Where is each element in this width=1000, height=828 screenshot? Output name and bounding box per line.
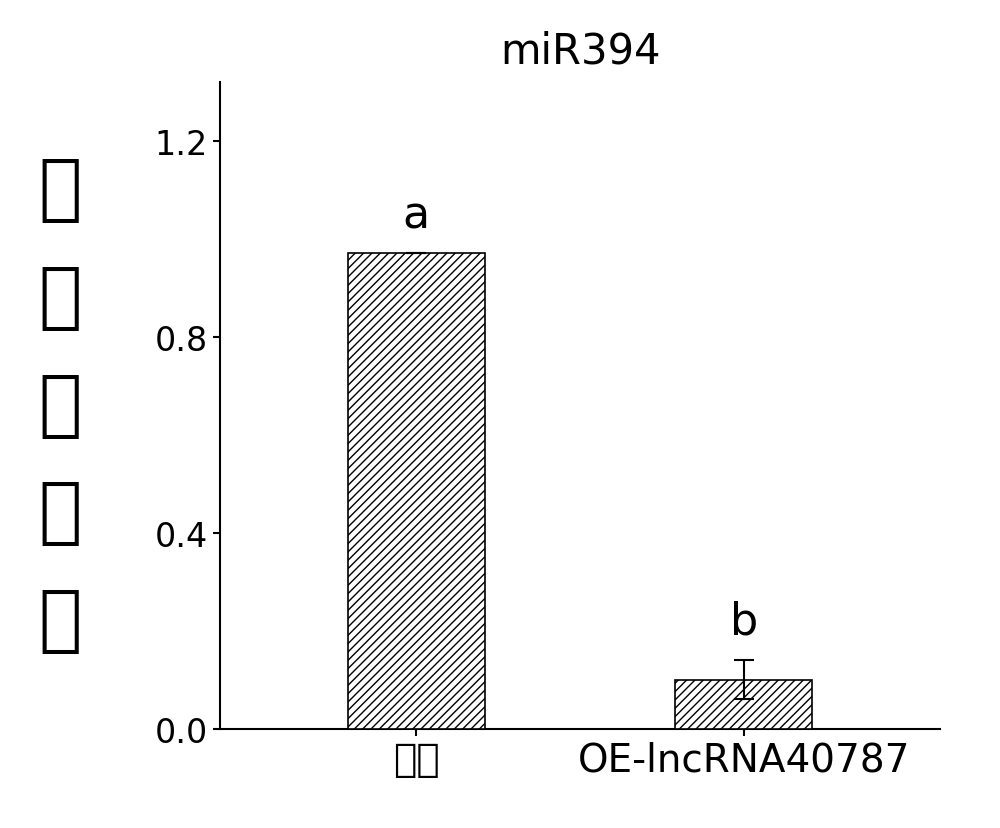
Text: a: a (403, 194, 430, 237)
Title: miR394: miR394 (500, 31, 660, 72)
Text: b: b (730, 600, 758, 643)
Text: 对: 对 (38, 263, 82, 333)
Bar (675, 680, 812, 729)
Bar (348, 254, 485, 729)
Text: 相: 相 (38, 156, 82, 225)
Text: 达: 达 (38, 479, 82, 548)
Text: 表: 表 (38, 371, 82, 440)
Text: 量: 量 (38, 586, 82, 656)
